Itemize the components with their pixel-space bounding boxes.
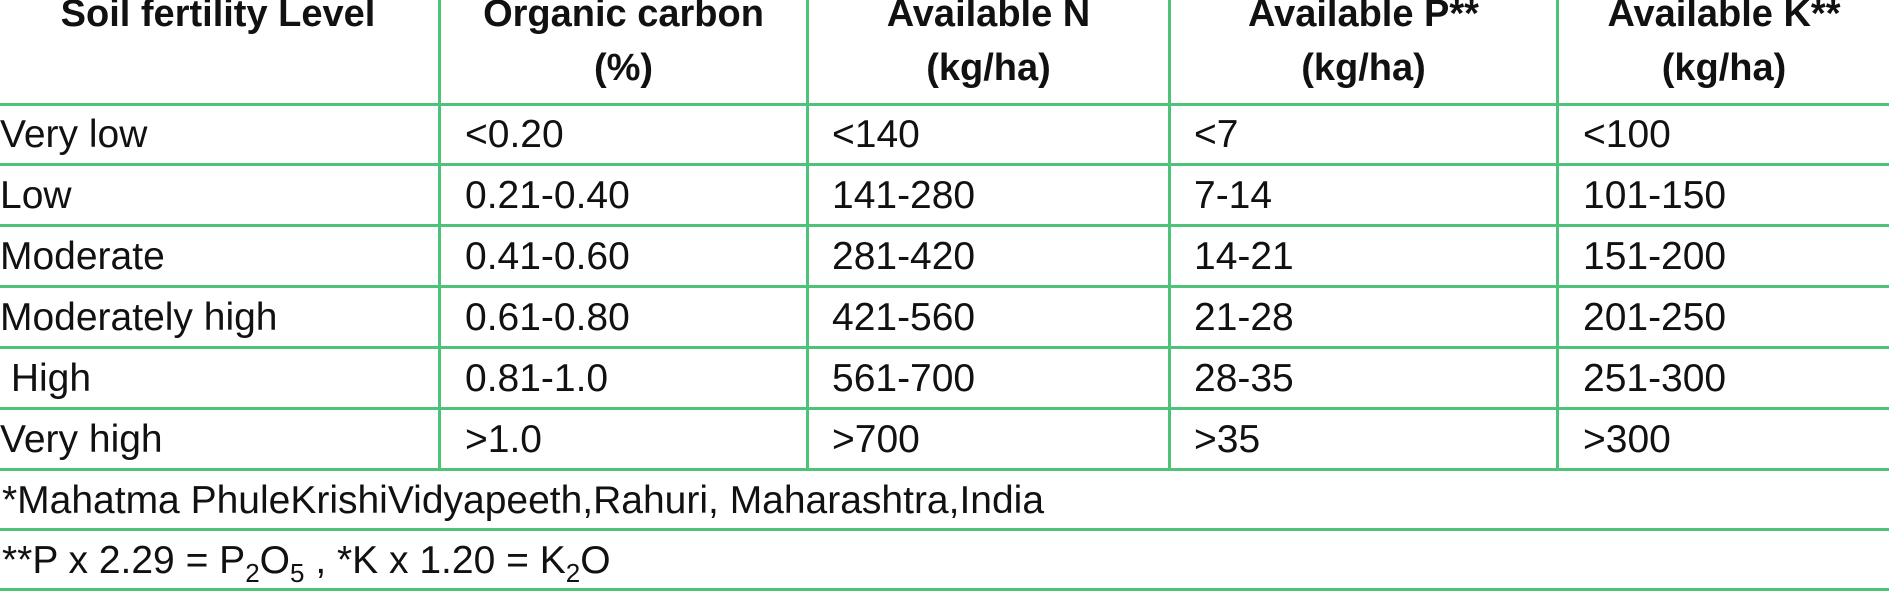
conversion-p-text: **P x 2.29 = P [2, 539, 246, 582]
header-line-1: Available K** [1607, 0, 1841, 35]
table-cell: 151-200 [1583, 235, 1727, 278]
table-cell: 0.41-0.60 [465, 235, 630, 278]
table-cell: 201-250 [1583, 296, 1727, 339]
table-rule [0, 224, 1889, 227]
table-column-rule [438, 0, 441, 470]
table-cell: 7-14 [1194, 174, 1273, 217]
table-rule [0, 103, 1889, 106]
header-line-2: (kg/ha) [1301, 47, 1426, 89]
table-cell: 141-280 [832, 174, 976, 217]
header-line-2: (kg/ha) [926, 47, 1051, 89]
header-line-1: Available N [886, 0, 1091, 35]
table-rule [0, 407, 1889, 410]
table-cell: 251-300 [1583, 357, 1727, 400]
table-cell: <140 [832, 113, 920, 156]
header-line-1: Soil fertility Level [60, 0, 376, 35]
table-rule [0, 163, 1889, 166]
table-cell: 281-420 [832, 235, 976, 278]
conversion-p-subscript: 2 [245, 557, 260, 588]
footnote-conversion: **P x 2.29 = P2O5 , *K x 1.20 = K2O [2, 533, 611, 589]
conversion-o-subscript: 5 [290, 557, 305, 588]
header-cell-organic-carbon: Organic carbon (%) [441, 0, 806, 103]
header-line-2: (kg/ha) [1661, 47, 1787, 89]
table-cell: <7 [1194, 113, 1239, 156]
table-cell: 421-560 [832, 296, 976, 339]
table-cell: High [0, 357, 92, 400]
header-cell-available-n: Available N (kg/ha) [809, 0, 1168, 103]
table-cell: >1.0 [465, 418, 542, 461]
table-cell: Very low [0, 113, 148, 156]
table-rule [0, 346, 1889, 349]
table-column-rule [1556, 0, 1559, 470]
table-cell: >300 [1583, 418, 1671, 461]
conversion-o-text: O [259, 539, 291, 582]
conversion-k-text: , *K x 1.20 = K [304, 539, 566, 582]
table-cell: <0.20 [465, 113, 564, 156]
table-rule [0, 468, 1889, 471]
table-cell: 28-35 [1194, 357, 1294, 400]
table-cell: Moderate [0, 235, 165, 278]
table-cell: Very high [0, 418, 163, 461]
header-line-2: (%) [593, 47, 654, 89]
table-cell: >700 [832, 418, 920, 461]
table-rule [0, 588, 1889, 591]
table-cell: 561-700 [832, 357, 976, 400]
table-cell: <100 [1583, 113, 1671, 156]
table-column-rule [1168, 0, 1171, 470]
table-cell: 21-28 [1194, 296, 1294, 339]
table-cell: >35 [1194, 418, 1261, 461]
header-cell-available-k: Available K** (kg/ha) [1559, 0, 1889, 103]
conversion-k-oxide: O [580, 539, 611, 582]
header-line-1: Available P** [1248, 0, 1479, 35]
footnote-source: *Mahatma PhuleKrishiVidyapeeth,Rahuri, M… [2, 479, 1045, 522]
table-cell: Low [0, 174, 72, 217]
table-cell: 0.61-0.80 [465, 296, 630, 339]
table-cell: 14-21 [1194, 235, 1294, 278]
table-column-rule [806, 0, 809, 470]
header-cell-available-p: Available P** (kg/ha) [1171, 0, 1556, 103]
table-cell: 0.21-0.40 [465, 174, 630, 217]
table-cell: Moderately high [0, 296, 278, 339]
table-cell: 0.81-1.0 [465, 357, 609, 400]
header-line-1: Organic carbon [483, 0, 764, 35]
header-cell-soil-fertility-level: Soil fertility Level [0, 0, 436, 103]
conversion-k-subscript: 2 [565, 557, 581, 588]
table-rule [0, 528, 1889, 531]
table-rule [0, 285, 1889, 288]
table-cell: 101-150 [1583, 174, 1727, 217]
